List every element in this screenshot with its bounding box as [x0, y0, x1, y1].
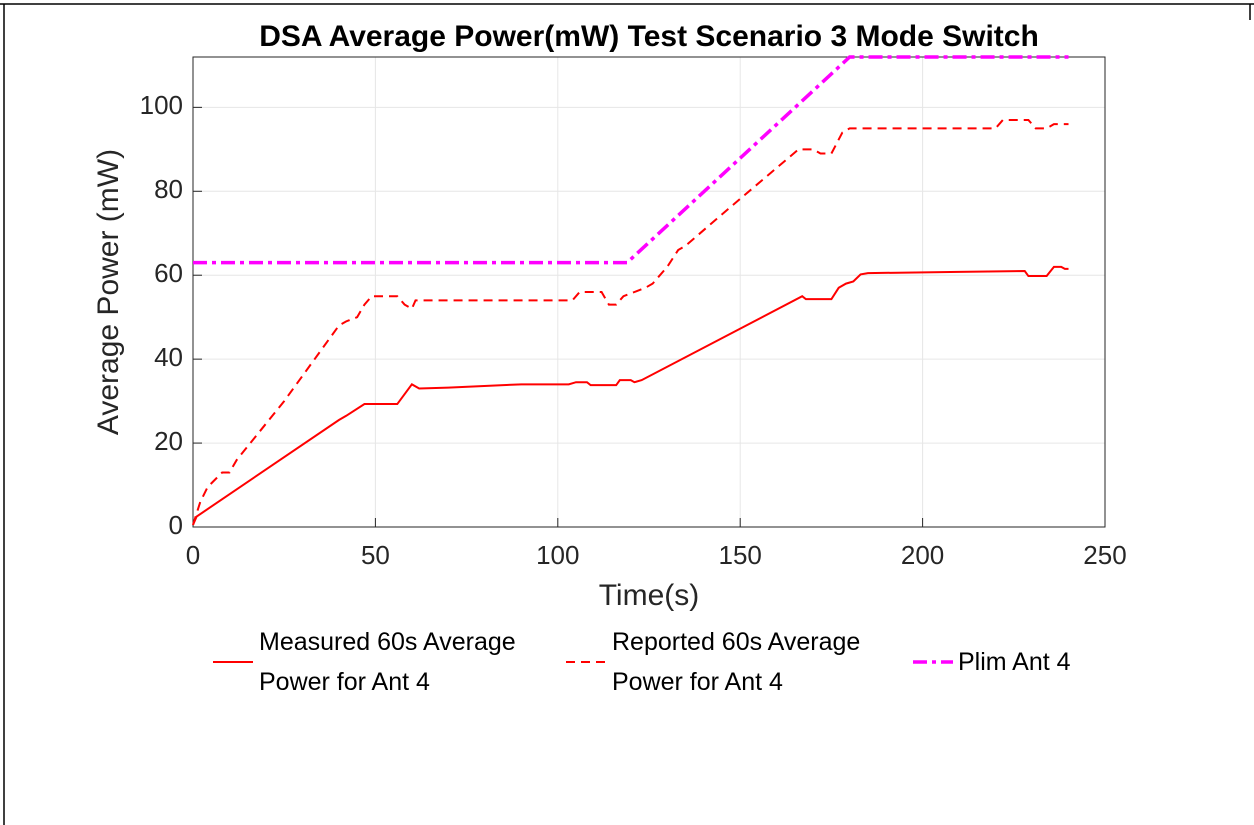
series-line — [193, 55, 1069, 265]
y-tick-label: 20 — [154, 426, 183, 456]
legend-label: Measured 60s Average Power for Ant 4 — [259, 628, 516, 696]
y-tick-label: 100 — [140, 90, 183, 120]
y-axis-label: Average Power (mW) — [92, 149, 125, 435]
y-tick-label: 40 — [154, 342, 183, 372]
chart-title: DSA Average Power(mW) Test Scenario 3 Mo… — [259, 20, 1039, 53]
x-tick-label: 100 — [536, 540, 579, 570]
x-tick-label: 0 — [186, 540, 200, 570]
x-tick-label: 50 — [361, 540, 390, 570]
y-tick-label: 80 — [154, 174, 183, 204]
legend-label: Plim Ant 4 — [958, 648, 1071, 676]
x-tick-label: 250 — [1083, 540, 1126, 570]
x-tick-label: 200 — [901, 540, 944, 570]
series-line — [192, 265, 1069, 526]
y-tick-label: 0 — [169, 510, 183, 540]
legend-label: Reported 60s Average Power for Ant 4 — [612, 628, 861, 696]
y-tick-label: 60 — [154, 258, 183, 288]
plot-box — [192, 56, 1106, 528]
x-tick-label: 150 — [719, 540, 762, 570]
series-line — [192, 118, 1069, 526]
x-axis-label: Time(s) — [599, 579, 700, 612]
